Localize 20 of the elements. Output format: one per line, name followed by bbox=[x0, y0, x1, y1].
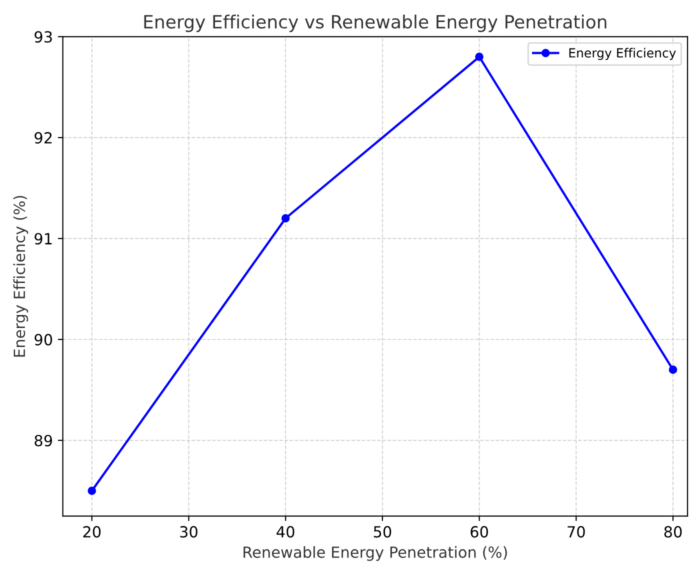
point bbox=[281, 214, 290, 222]
x-tick-label: 20 bbox=[83, 526, 101, 538]
x-tick-label: 80 bbox=[664, 526, 682, 538]
x-tick-label: 50 bbox=[374, 526, 392, 538]
y-tick-label: 92 bbox=[34, 132, 52, 144]
y-tick-label: 91 bbox=[34, 232, 52, 245]
x-tick-label: 30 bbox=[180, 526, 198, 538]
x-tick-label: 40 bbox=[276, 526, 294, 538]
x-tick-label: 70 bbox=[568, 526, 585, 538]
legend-label: Energy Efficiency bbox=[569, 48, 676, 60]
chart-title: Energy Efficiency vs Renewable Energy Penetration bbox=[144, 14, 606, 32]
point bbox=[668, 366, 678, 374]
x-axis-title: Renewable Energy Penetration (%) bbox=[244, 546, 507, 561]
x-tick-label: 60 bbox=[470, 526, 488, 538]
y-axis-title: Energy Efficiency (%) bbox=[13, 196, 28, 357]
y-tick-label: 90 bbox=[34, 334, 52, 346]
y-tick-label: 93 bbox=[34, 31, 52, 43]
y-tick-label: 89 bbox=[34, 434, 52, 446]
point bbox=[88, 486, 96, 495]
point bbox=[475, 52, 484, 62]
